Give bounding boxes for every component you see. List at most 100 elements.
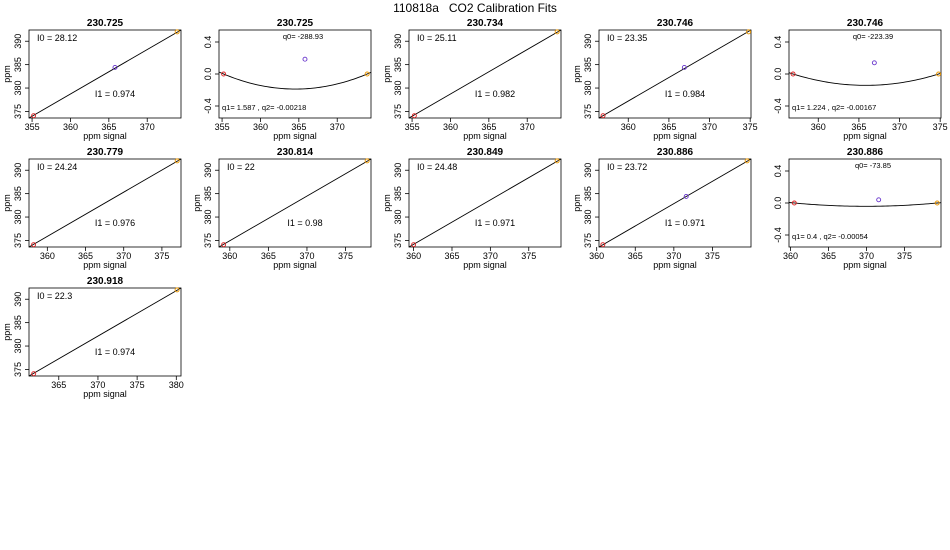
annotation: I0 = 28.12 [37, 33, 77, 43]
y-tick-label: 390 [203, 163, 213, 178]
y-tick-label: 375 [393, 233, 403, 248]
data-point [221, 242, 227, 248]
data-point [746, 29, 752, 35]
plot-area: 230.746 360 365 370 375 375 380 385 390 ppm signa… [572, 18, 758, 141]
plot-area: 230.734 355 360 365 370 375 380 385 390 ppm signa… [382, 18, 562, 141]
x-axis-label: ppm signal [273, 260, 317, 270]
fit-line [408, 158, 562, 248]
y-axis-label: ppm [382, 65, 392, 83]
y-tick-label: -0.4 [773, 98, 783, 114]
x-tick-label: 370 [299, 251, 314, 261]
x-tick-label: 355 [25, 122, 40, 132]
annotation: q1= 1.224 , q2= -0.00167 [792, 103, 876, 112]
x-tick-label: 365 [481, 122, 496, 132]
annotation: q1= 1.587 , q2= -0.00218 [222, 103, 306, 112]
chart-svg: 230.918 365 370 375 380 375 380 385 390 ppm signa… [2, 276, 184, 399]
y-tick-label: 380 [583, 81, 593, 96]
plot-area: 230.849 360 365 370 375 375 380 385 390 ppm signa… [382, 147, 562, 270]
data-point [31, 371, 37, 377]
y-tick-label: 390 [13, 163, 23, 178]
plot-area: 230.918 365 370 375 380 375 380 385 390 ppm signa… [2, 276, 184, 399]
data-point [364, 71, 370, 77]
data-point [31, 242, 37, 248]
plot-frame [598, 158, 752, 248]
x-axis-label: ppm signal [83, 260, 127, 270]
data-point [174, 29, 180, 35]
chart-svg: 230.886 360 365 370 375 375 380 385 390 ppm signa… [572, 147, 752, 270]
data-point [791, 200, 797, 206]
fit-curve [788, 202, 942, 207]
y-tick-label: 0.4 [203, 36, 213, 49]
annotation: I0 = 24.48 [417, 162, 457, 172]
y-tick-label: -0.4 [203, 98, 213, 114]
y-tick-label: 0.4 [773, 165, 783, 178]
y-tick-label: 390 [583, 163, 593, 178]
chart-title: 230.746 [847, 18, 884, 29]
data-point [302, 56, 308, 62]
x-tick-label: 365 [78, 251, 93, 261]
y-tick-label: 375 [13, 233, 23, 248]
annotation: I1 = 0.971 [665, 218, 705, 228]
x-tick-label: 360 [621, 122, 636, 132]
annotation: I0 = 22 [227, 162, 255, 172]
chart-title: 230.746 [657, 18, 694, 29]
x-tick-label: 360 [253, 122, 268, 132]
data-point [411, 113, 417, 119]
x-tick-label: 370 [330, 122, 345, 132]
x-tick-label: 360 [63, 122, 78, 132]
x-tick-label: 370 [702, 122, 717, 132]
y-tick-label: 375 [583, 104, 593, 119]
x-axis-label: ppm signal [463, 260, 507, 270]
annotation: I1 = 0.976 [95, 218, 135, 228]
annotation: I0 = 22.3 [37, 291, 72, 301]
x-axis-label: ppm signal [653, 131, 697, 141]
plot-frame [28, 158, 182, 248]
y-tick-label: 375 [393, 104, 403, 119]
x-tick-label: 370 [140, 122, 155, 132]
annotation: q0= -73.85 [855, 161, 891, 170]
chart-svg: 230.725 355 360 365 370 375 380 385 390 ppm signa… [2, 18, 182, 141]
y-tick-label: 385 [393, 186, 403, 201]
x-axis-label: ppm signal [843, 260, 887, 270]
y-tick-label: 390 [393, 34, 403, 49]
data-point [554, 158, 560, 164]
chart-title: 230.886 [847, 147, 884, 158]
data-point [174, 158, 180, 164]
annotation: q0= -288.93 [283, 32, 323, 41]
x-tick-label: 375 [743, 122, 758, 132]
x-tick-label: 365 [661, 122, 676, 132]
plot-area: 230.886 360 365 370 375 -0.4 0.0 0.4 ppm signal q… [773, 147, 942, 270]
chart-title: 230.814 [277, 147, 314, 158]
plot-area: 230.746 360 365 370 375 -0.4 0.0 0.4 ppm signal q… [773, 18, 948, 141]
data-point [744, 158, 750, 164]
fit-line [28, 158, 182, 248]
y-tick-label: 385 [393, 57, 403, 72]
annotation: q0= -223.39 [853, 32, 893, 41]
x-tick-label: 360 [40, 251, 55, 261]
annotation: I1 = 0.984 [665, 89, 705, 99]
y-tick-label: -0.4 [773, 227, 783, 243]
plot-frame [218, 158, 372, 248]
chart-title: 230.849 [467, 147, 504, 158]
y-tick-label: 380 [13, 81, 23, 96]
data-point [364, 158, 370, 164]
y-tick-label: 390 [393, 163, 403, 178]
y-axis-label: ppm [2, 323, 12, 341]
page-title: 110818a CO2 Calibration Fits [393, 1, 557, 15]
x-tick-label: 375 [933, 122, 948, 132]
data-point [681, 64, 687, 70]
x-tick-label: 375 [154, 251, 169, 261]
x-tick-label: 365 [291, 122, 306, 132]
fit-line [598, 29, 752, 119]
y-axis-label: ppm [382, 194, 392, 212]
data-point [790, 71, 796, 77]
x-tick-label: 370 [892, 122, 907, 132]
x-axis-label: ppm signal [653, 260, 697, 270]
x-tick-label: 365 [851, 122, 866, 132]
annotation: I0 = 23.72 [607, 162, 647, 172]
annotation: I1 = 0.974 [95, 347, 135, 357]
x-axis-label: ppm signal [83, 131, 127, 141]
y-tick-label: 380 [393, 210, 403, 225]
y-axis-label: ppm [2, 65, 12, 83]
chart-svg: 230.886 360 365 370 375 -0.4 0.0 0.4 ppm signal q… [773, 147, 942, 270]
